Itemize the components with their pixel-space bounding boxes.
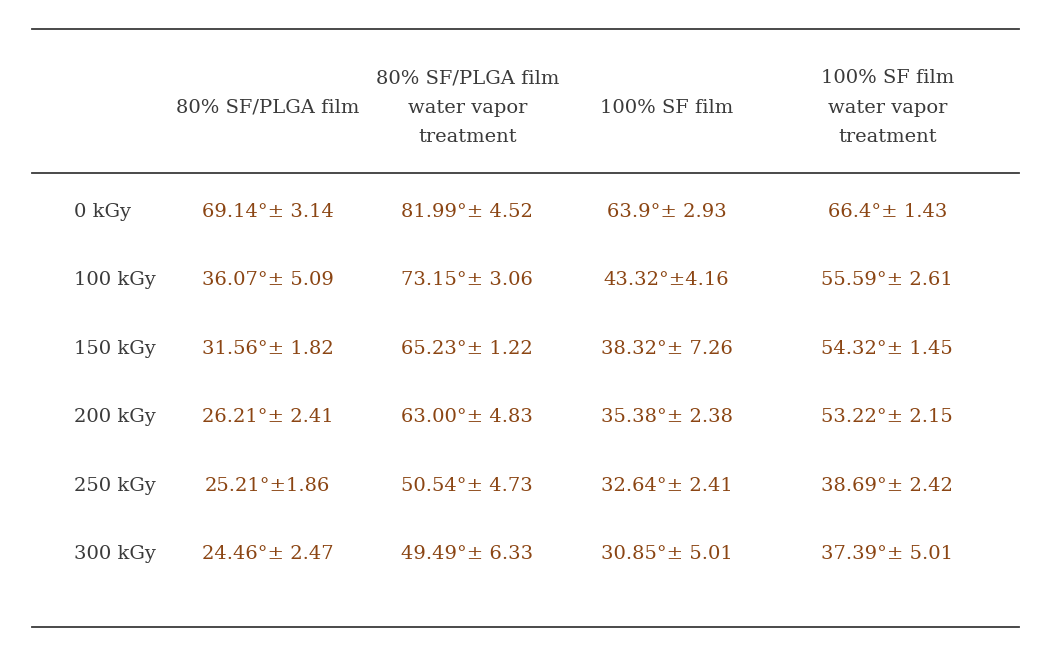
Text: 30.85°± 5.01: 30.85°± 5.01 bbox=[601, 545, 733, 563]
Text: 35.38°± 2.38: 35.38°± 2.38 bbox=[601, 408, 733, 426]
Text: 69.14°± 3.14: 69.14°± 3.14 bbox=[202, 203, 334, 221]
Text: 65.23°± 1.22: 65.23°± 1.22 bbox=[401, 340, 533, 358]
Text: 300 kGy: 300 kGy bbox=[74, 545, 155, 563]
Text: 36.07°± 5.09: 36.07°± 5.09 bbox=[202, 271, 334, 289]
Text: 66.4°± 1.43: 66.4°± 1.43 bbox=[827, 203, 947, 221]
Text: 54.32°± 1.45: 54.32°± 1.45 bbox=[821, 340, 953, 358]
Text: 43.32°±4.16: 43.32°±4.16 bbox=[604, 271, 730, 289]
Text: 100% SF film: 100% SF film bbox=[821, 69, 953, 87]
Text: 63.9°± 2.93: 63.9°± 2.93 bbox=[607, 203, 727, 221]
Text: 32.64°± 2.41: 32.64°± 2.41 bbox=[601, 477, 733, 495]
Text: 25.21°±1.86: 25.21°±1.86 bbox=[205, 477, 331, 495]
Text: 53.22°± 2.15: 53.22°± 2.15 bbox=[821, 408, 953, 426]
Text: treatment: treatment bbox=[838, 128, 937, 146]
Text: 24.46°± 2.47: 24.46°± 2.47 bbox=[202, 545, 334, 563]
Text: 80% SF/PLGA film: 80% SF/PLGA film bbox=[376, 69, 559, 87]
Text: 55.59°± 2.61: 55.59°± 2.61 bbox=[821, 271, 953, 289]
Text: 73.15°± 3.06: 73.15°± 3.06 bbox=[401, 271, 533, 289]
Text: 250 kGy: 250 kGy bbox=[74, 477, 155, 495]
Text: 80% SF/PLGA film: 80% SF/PLGA film bbox=[176, 98, 359, 117]
Text: 150 kGy: 150 kGy bbox=[74, 340, 155, 358]
Text: 26.21°± 2.41: 26.21°± 2.41 bbox=[202, 408, 334, 426]
Text: 38.32°± 7.26: 38.32°± 7.26 bbox=[601, 340, 733, 358]
Text: water vapor: water vapor bbox=[827, 98, 947, 117]
Text: 50.54°± 4.73: 50.54°± 4.73 bbox=[401, 477, 533, 495]
Text: 0 kGy: 0 kGy bbox=[74, 203, 130, 221]
Text: 200 kGy: 200 kGy bbox=[74, 408, 155, 426]
Text: 100% SF film: 100% SF film bbox=[601, 98, 733, 117]
Text: 31.56°± 1.82: 31.56°± 1.82 bbox=[202, 340, 334, 358]
Text: water vapor: water vapor bbox=[407, 98, 527, 117]
Text: 38.69°± 2.42: 38.69°± 2.42 bbox=[821, 477, 953, 495]
Text: 81.99°± 4.52: 81.99°± 4.52 bbox=[401, 203, 533, 221]
Text: 100 kGy: 100 kGy bbox=[74, 271, 155, 289]
Text: 37.39°± 5.01: 37.39°± 5.01 bbox=[821, 545, 953, 563]
Text: treatment: treatment bbox=[418, 128, 517, 146]
Text: 63.00°± 4.83: 63.00°± 4.83 bbox=[401, 408, 533, 426]
Text: 49.49°± 6.33: 49.49°± 6.33 bbox=[401, 545, 533, 563]
